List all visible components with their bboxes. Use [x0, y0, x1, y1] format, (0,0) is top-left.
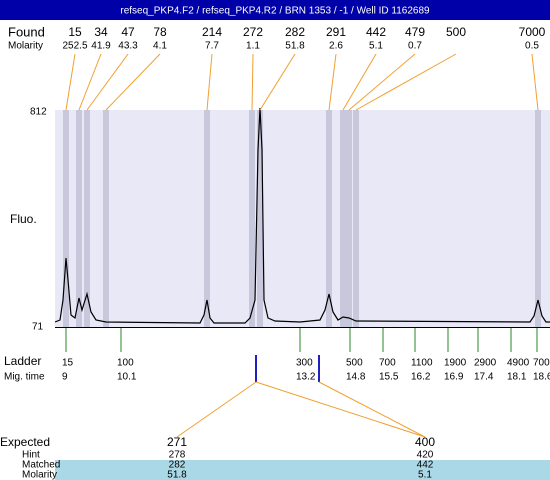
- found-size: 479: [405, 25, 425, 39]
- found-molarity: 5.1: [369, 41, 383, 52]
- ladder-size: 100: [117, 358, 134, 369]
- mig-time: 16.9: [444, 372, 464, 383]
- ladder-size: 15: [62, 358, 74, 369]
- expected-cell: 400: [415, 435, 435, 449]
- expected-cell: 5.1: [418, 470, 432, 480]
- peak-band: [340, 110, 346, 327]
- expected-cell: 278: [169, 450, 186, 461]
- found-size: 47: [121, 25, 135, 39]
- found-label: Found: [8, 24, 45, 39]
- peak-link: [342, 53, 377, 111]
- peak-band: [535, 110, 541, 327]
- found-size: 442: [366, 25, 386, 39]
- y-bottom-label: 71: [32, 322, 44, 333]
- found-molarity: 2.6: [329, 41, 343, 52]
- peak-band: [103, 110, 109, 327]
- peak-band: [76, 110, 82, 327]
- peak-link: [259, 53, 296, 111]
- matched-rows: [55, 460, 550, 480]
- peak-link: [86, 53, 129, 111]
- found-size: 214: [202, 25, 222, 39]
- mig-time: 10.1: [117, 372, 137, 383]
- peak-band: [353, 110, 359, 327]
- mig-time: 17.4: [474, 372, 494, 383]
- peak-band: [63, 110, 69, 327]
- ladder-label: Ladder: [4, 354, 41, 368]
- y-axis-label: Fluo.: [10, 212, 37, 226]
- peak-link: [65, 53, 76, 111]
- found-molarity: 1.1: [246, 41, 260, 52]
- ladder-size: 300: [296, 358, 313, 369]
- found-molarity: 51.8: [285, 41, 305, 52]
- found-size: 282: [285, 25, 305, 39]
- found-size: 272: [243, 25, 263, 39]
- y-top-label: 812: [30, 107, 47, 118]
- found-molarity: 43.3: [118, 41, 138, 52]
- mig-time: 14.8: [346, 372, 366, 383]
- found-molarity: 252.5: [62, 41, 87, 52]
- peak-link: [251, 53, 254, 111]
- ladder-size: 7000: [533, 358, 550, 369]
- plot-baseline: [55, 327, 550, 328]
- expected-marker: [255, 355, 257, 382]
- peak-link: [355, 53, 457, 111]
- found-size: 500: [446, 25, 466, 39]
- expected-row-label: Matched: [22, 460, 60, 471]
- peak-band: [204, 110, 210, 327]
- mig-time: 13.2: [296, 372, 316, 383]
- found-size: 7000: [519, 25, 546, 39]
- ladder-size: 4900: [507, 358, 530, 369]
- peak-link: [531, 53, 539, 111]
- header-title: refseq_PKP4.F2 / refseq_PKP4.R2 / BRN 13…: [120, 6, 430, 17]
- ladder-size: 700: [379, 358, 396, 369]
- mig-time: 15.5: [379, 372, 399, 383]
- expected-row-label: Hint: [22, 450, 40, 461]
- ladder-size: 2900: [474, 358, 497, 369]
- mig-time: 16.2: [411, 372, 431, 383]
- ladder-size: 1100: [411, 358, 433, 369]
- expected-row-label: Molarity: [22, 470, 57, 480]
- peak-band: [249, 110, 255, 327]
- peak-band: [257, 110, 263, 327]
- expected-cell: 271: [167, 435, 187, 449]
- found-size: 34: [94, 25, 108, 39]
- peak-band: [326, 110, 332, 327]
- expected-cell: 420: [417, 450, 434, 461]
- peak-link: [78, 53, 102, 111]
- found-molarity: 41.9: [91, 41, 111, 52]
- peak-link: [348, 53, 416, 111]
- found-size: 78: [153, 25, 167, 39]
- found-size: 291: [326, 25, 346, 39]
- found-size: 15: [68, 25, 82, 39]
- expected-cell: 442: [417, 460, 434, 471]
- header-bar: [0, 0, 550, 20]
- expected-marker: [318, 355, 320, 382]
- mig-time-label: Mig. time: [4, 372, 45, 383]
- found-molarity: 0.7: [408, 41, 422, 52]
- expected-link: [176, 381, 257, 438]
- peak-link: [206, 53, 213, 111]
- found-molarity: 0.5: [525, 41, 539, 52]
- mig-time: 18.1: [507, 372, 527, 383]
- mig-time: 18.6: [533, 372, 550, 383]
- mig-time: 9: [62, 372, 68, 383]
- ladder-size: 1900: [444, 358, 467, 369]
- molarity-label: Molarity: [8, 41, 43, 52]
- peak-link: [328, 53, 337, 111]
- fluorescence-trace: [54, 107, 550, 324]
- plot-area: [55, 110, 550, 327]
- peak-band: [346, 110, 352, 327]
- expected-cell: 282: [169, 460, 186, 471]
- found-molarity: 7.7: [205, 41, 219, 52]
- ladder-size: 500: [346, 358, 363, 369]
- found-molarity: 4.1: [153, 41, 167, 52]
- expected-cell: 51.8: [167, 470, 187, 480]
- expected-link: [318, 381, 426, 438]
- expected-row-label: Expected: [0, 435, 50, 449]
- peak-band: [84, 110, 90, 327]
- peak-link: [105, 53, 161, 111]
- expected-link: [255, 381, 426, 438]
